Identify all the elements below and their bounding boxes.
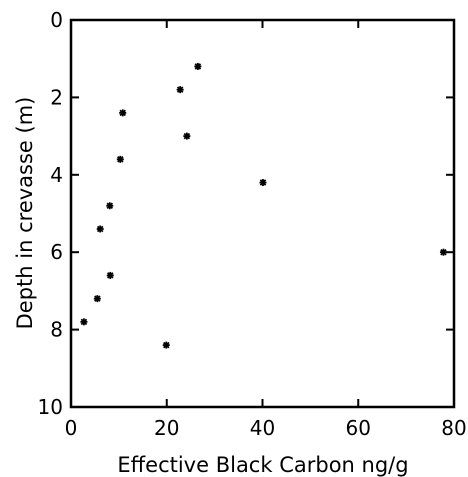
- y-tick-label: 10: [38, 395, 63, 419]
- data-point: [194, 62, 202, 70]
- y-tick-label: 8: [50, 318, 63, 342]
- x-axis-ticks: 0 20 40 60 80: [65, 20, 467, 440]
- plot-area-frame: [69, 18, 456, 409]
- x-tick-label: 80: [441, 416, 466, 440]
- y-axis-ticks: 0 2 4 6 8 10: [38, 8, 454, 419]
- data-point: [116, 155, 124, 163]
- y-axis-title: Depth in crevasse (m): [13, 97, 37, 330]
- y-tick-label: 4: [50, 163, 63, 187]
- data-points: [80, 62, 447, 349]
- y-tick-label: 2: [50, 85, 63, 109]
- data-point: [119, 109, 127, 117]
- data-point: [183, 132, 191, 140]
- y-tick-label: 6: [50, 240, 63, 264]
- x-tick-label: 20: [154, 416, 179, 440]
- data-point: [162, 341, 170, 349]
- y-tick-label: 0: [50, 8, 63, 32]
- data-point: [106, 271, 114, 279]
- data-point: [106, 202, 114, 210]
- data-point: [259, 179, 267, 187]
- x-tick-label: 40: [250, 416, 275, 440]
- data-point: [439, 248, 447, 256]
- data-point: [80, 318, 88, 326]
- x-tick-label: 0: [65, 416, 78, 440]
- data-point: [93, 295, 101, 303]
- data-point: [176, 86, 184, 94]
- x-tick-label: 60: [346, 416, 371, 440]
- x-axis-title: Effective Black Carbon ng/g: [117, 453, 408, 477]
- data-point: [96, 225, 104, 233]
